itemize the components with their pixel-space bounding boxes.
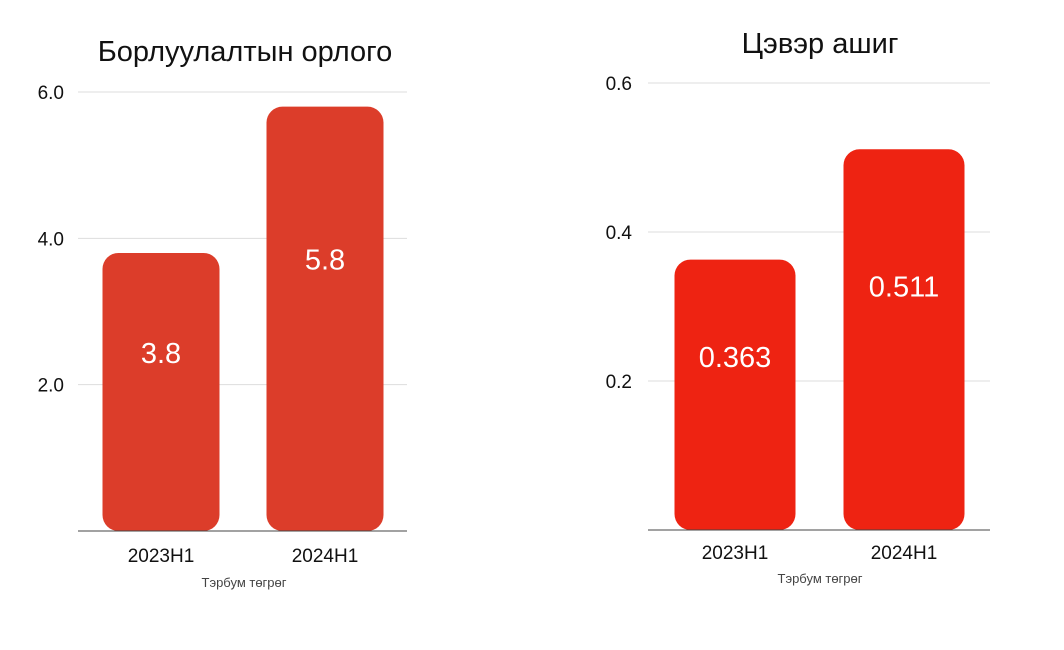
x-category-label: 2024H1 xyxy=(292,546,359,567)
x-axis-label: Тэрбум төгрөг xyxy=(202,575,287,590)
x-category-label: 2023H1 xyxy=(702,543,769,564)
bar xyxy=(674,259,796,530)
net-profit-chart: Цэвэр ашиг 0.2 0.4 0.6 0.363 2023H1 0.511 2024… xyxy=(530,0,1064,650)
bar xyxy=(843,149,965,530)
bar-value-label: 5.8 xyxy=(305,244,345,276)
sales-revenue-chart: Борлуулалтын орлого 2.0 4.0 6.0 3.8 2023H1 5.… xyxy=(0,0,520,650)
x-axis-label: Тэрбум төгрөг xyxy=(778,571,863,586)
y-tick-label: 6.0 xyxy=(38,83,64,104)
chart-title: Борлуулалтын орлого xyxy=(97,36,393,68)
chart-plot: 0.2 0.4 0.6 0.363 2023H1 0.511 2024H1 Тэрбум тө… xyxy=(606,74,990,586)
bar xyxy=(102,252,220,531)
bar-value-label: 0.511 xyxy=(869,271,939,303)
bar xyxy=(266,106,384,531)
y-tick-label: 4.0 xyxy=(38,229,64,250)
y-tick-label: 0.6 xyxy=(606,74,632,95)
y-tick-label: 0.2 xyxy=(606,372,632,393)
chart-title: Цэвэр ашиг xyxy=(741,28,899,60)
y-tick-label: 0.4 xyxy=(606,223,633,244)
y-tick-label: 2.0 xyxy=(38,376,64,397)
bar-value-label: 0.363 xyxy=(699,342,772,374)
bar-value-label: 3.8 xyxy=(141,338,181,370)
x-category-label: 2024H1 xyxy=(871,543,938,564)
x-category-label: 2023H1 xyxy=(128,546,195,567)
chart-plot: 2.0 4.0 6.0 3.8 2023H1 5.8 2024H1 Тэрбум төгрөг xyxy=(38,83,407,590)
